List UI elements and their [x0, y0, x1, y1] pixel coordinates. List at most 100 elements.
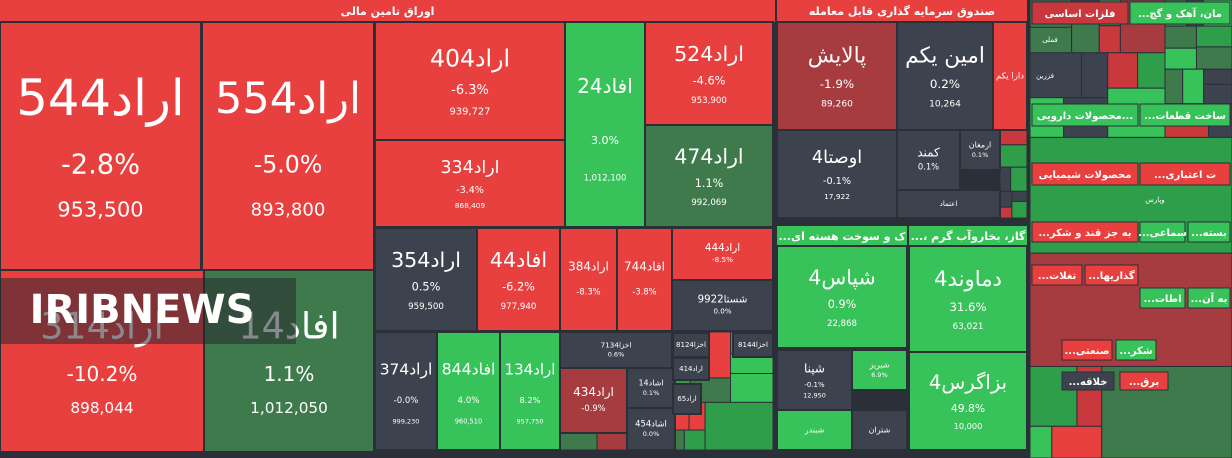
stock-name: شتران: [869, 426, 891, 435]
stock-tile[interactable]: [644, 124, 774, 228]
stock-tile[interactable]: [476, 227, 561, 332]
stock-tile[interactable]: [559, 367, 628, 434]
stock-name: اخزا7134: [601, 341, 632, 350]
stock-tile[interactable]: [559, 227, 618, 332]
stock-change: -6.2%: [502, 280, 535, 294]
mini-sector-title: ...به جز قند و شکر: [1038, 228, 1131, 239]
stock-name: شبریز: [868, 361, 889, 370]
stock-change: -0.9%: [581, 403, 605, 413]
stock-tile[interactable]: [776, 409, 853, 451]
stock-name: اراد544: [16, 69, 184, 127]
stock-volume: 10,264: [929, 100, 961, 110]
stock-tile[interactable]: [374, 139, 566, 228]
stock-volume: 63,021: [952, 322, 983, 332]
stock-tile[interactable]: [851, 349, 908, 391]
mini-tile: [999, 129, 1028, 146]
stock-tile[interactable]: [896, 21, 994, 131]
stock-tile[interactable]: [374, 227, 478, 332]
stock-tile[interactable]: [908, 351, 1028, 451]
stock-change: 0.1%: [972, 151, 989, 159]
mini-tile: [999, 190, 1013, 208]
stock-name: اراد354: [391, 248, 461, 272]
stock-name: اراد374: [380, 360, 433, 378]
stock-change: 0.0%: [713, 307, 731, 316]
stock-tile[interactable]: [776, 349, 853, 411]
stock-name: اراد134: [505, 360, 556, 378]
mini-stock-name: فزرین: [1036, 72, 1054, 80]
stock-tile[interactable]: [851, 409, 908, 451]
mini-tile: [1051, 425, 1103, 458]
stock-tile[interactable]: [374, 331, 438, 451]
stock-tile[interactable]: [671, 279, 774, 332]
stock-tile[interactable]: [616, 227, 673, 332]
stock-change: -4.6%: [693, 74, 726, 88]
stock-tile[interactable]: [0, 21, 202, 271]
stock-name: اراد524: [674, 42, 744, 66]
stock-volume: 992,069: [691, 198, 726, 208]
mini-sector-header: [1031, 103, 1139, 127]
mini-tile: [730, 372, 774, 403]
stock-change: 0.6%: [608, 350, 625, 358]
stock-change: -10.2%: [67, 362, 138, 386]
stock-tile[interactable]: [672, 383, 702, 415]
mini-tile: [1203, 83, 1232, 105]
mini-tile: [1203, 68, 1232, 85]
mini-sector-header: [1031, 162, 1139, 186]
stock-name: اراد65: [677, 395, 696, 403]
mini-tile: [1098, 25, 1121, 54]
stock-name: اخزا8124: [676, 341, 706, 349]
stock-volume: 953,900: [691, 96, 727, 106]
stock-tile[interactable]: [776, 21, 898, 131]
stock-tile[interactable]: [201, 21, 375, 271]
mini-stock-name: فملی: [1042, 36, 1058, 44]
mini-sector-title: محصولات دارویی...: [1037, 111, 1133, 122]
stock-tile[interactable]: [436, 331, 501, 451]
stock-tile[interactable]: [672, 332, 710, 358]
stock-name: افاد24: [577, 74, 633, 98]
stock-volume: 953,500: [57, 197, 143, 221]
stock-tile[interactable]: [959, 129, 1001, 171]
stock-change: 31.6%: [949, 300, 986, 314]
stock-tile[interactable]: [626, 407, 676, 451]
mini-tile: [683, 429, 706, 451]
stock-tile[interactable]: [992, 21, 1028, 131]
stock-volume: 1,012,050: [250, 399, 328, 417]
stock-volume: 960,510: [455, 418, 482, 426]
stock-tile[interactable]: [776, 245, 908, 349]
stock-tile[interactable]: [896, 189, 1001, 219]
stock-tile[interactable]: [671, 227, 774, 281]
stock-tile[interactable]: [499, 331, 561, 451]
stock-tile[interactable]: [732, 332, 774, 358]
stock-change: 0.1%: [918, 162, 939, 172]
mini-sector-title: ...خلاقه: [1069, 377, 1108, 388]
mini-tile: [999, 166, 1012, 192]
stock-tile[interactable]: [374, 21, 566, 141]
mini-tile: [559, 432, 598, 451]
mini-sector-title: محصولات شیمیایی: [1039, 170, 1132, 181]
sector-header: [777, 0, 1027, 22]
stock-tile[interactable]: [896, 129, 961, 191]
stock-volume: 977,940: [501, 302, 537, 312]
stock-tile[interactable]: [644, 21, 774, 126]
stock-name: افاد744: [624, 260, 665, 274]
stock-change: -3.8%: [632, 286, 656, 296]
stock-change: 1.1%: [264, 362, 315, 386]
stock-change: -8.3%: [576, 286, 600, 296]
stock-volume: 868,409: [455, 201, 486, 210]
stock-tile[interactable]: [672, 357, 710, 381]
stock-tile[interactable]: [564, 21, 646, 228]
stock-tile[interactable]: [776, 129, 898, 219]
mini-sector-title: ...ت اعتباری: [1154, 170, 1216, 181]
stock-tile[interactable]: [908, 245, 1028, 353]
mini-sector-header: [1031, 1, 1129, 25]
stock-tile[interactable]: [559, 331, 673, 369]
stock-change: -2.8%: [61, 149, 140, 180]
stock-change: 6.9%: [871, 371, 888, 379]
mini-sector-header: [1139, 221, 1186, 243]
mini-sector-title: ...تغلات: [1038, 271, 1077, 282]
sector-title: صندوق سرمایه گذاری قابل معامله: [809, 5, 995, 18]
stock-volume: 12,950: [803, 392, 826, 400]
stock-change: 0.2%: [930, 77, 960, 91]
